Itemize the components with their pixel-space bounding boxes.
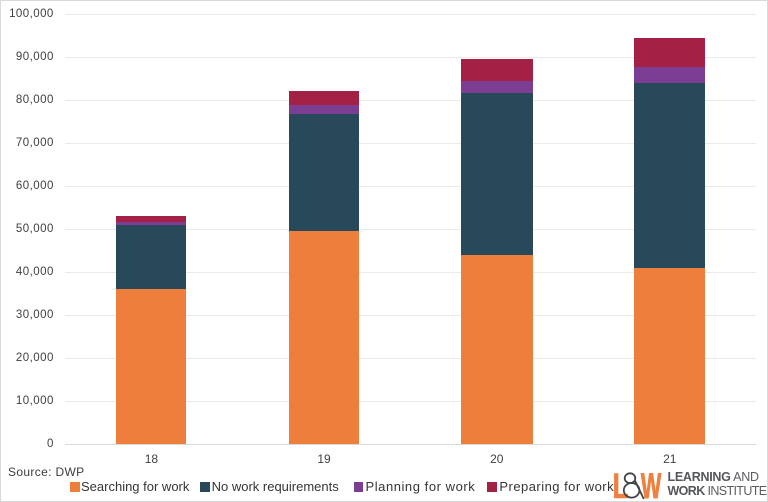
svg-text:W: W [641, 468, 661, 502]
